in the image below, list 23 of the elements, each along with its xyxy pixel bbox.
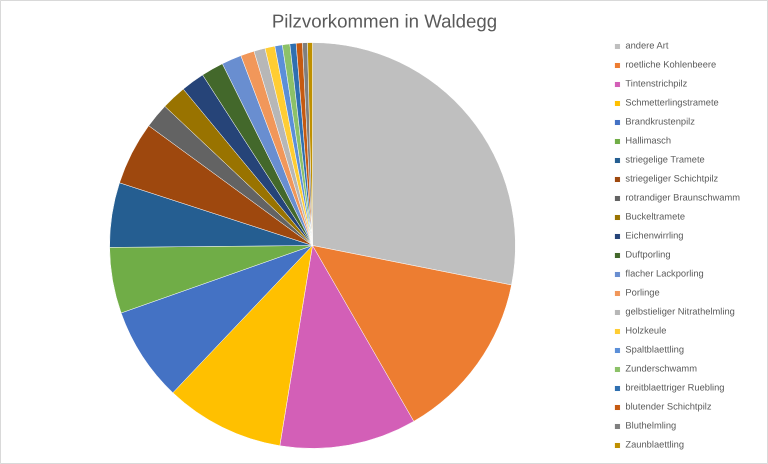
legend-label: striegelige Tramete [625,154,705,164]
legend-label: breitblaettriger Ruebling [625,382,724,392]
legend-label: Zunderschwamm [625,364,697,374]
legend-label: Spaltblaettling [625,344,684,354]
legend-label: Eichenwirrling [625,230,684,240]
legend-label: Hallimasch [625,136,672,146]
legend-label: rotrandiger Braunschwamm [625,192,740,202]
legend-label: Bluthelmling [625,420,676,430]
legend-label: andere Art [625,40,668,50]
chart-title: Pilzvorkommen in Waldegg [272,10,498,32]
legend-label: gelbstieliger Nitrathelmling [625,306,735,316]
legend-label: Porlinge [625,288,660,298]
legend-label: Schmetterlingstramete [625,98,719,108]
legend-label: Zaunblaettling [625,440,684,450]
legend-label: striegeliger Schichtpilz [625,174,718,184]
legend-label: Buckeltramete [625,212,686,222]
legend-label: Brandkrustenpilz [625,116,695,126]
legend-label: blutender Schichtpilz [625,402,712,412]
legend-label: flacher Lackporling [625,268,704,278]
legend-label: Tintenstrichpilz [625,78,688,88]
legend-label: Duftporling [625,250,671,260]
legend-label: roetliche Kohlenbeere [625,60,716,70]
legend-label: Holzkeule [625,326,666,336]
